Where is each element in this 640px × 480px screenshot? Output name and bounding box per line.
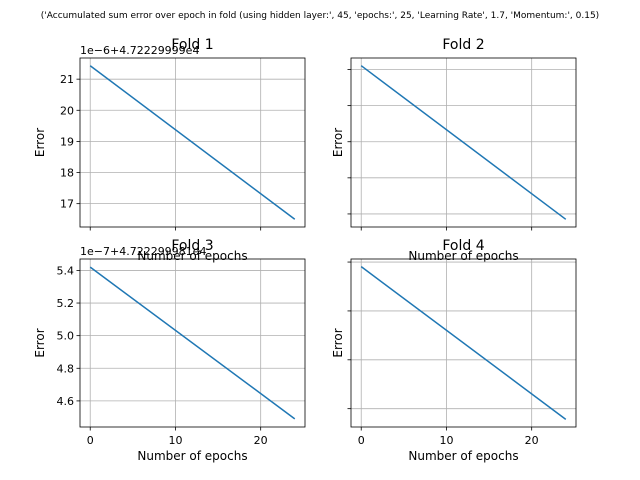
y-tick-label: 18	[60, 167, 74, 180]
x-axis-label: Number of epochs	[137, 449, 247, 463]
subplot-title: Fold 1	[171, 37, 213, 53]
subplot-title: Fold 4	[442, 238, 484, 254]
subplot-2: Fold 2 Number of epochs Error	[331, 37, 577, 263]
y-tick-label: 4.6	[57, 395, 75, 408]
axes-frame	[350, 57, 577, 228]
axes-frame	[350, 258, 577, 428]
x-tick-label: 10	[168, 434, 182, 447]
x-axis-label: Number of epochs	[408, 449, 518, 463]
y-tick-label: 5.0	[57, 330, 75, 343]
y-offset-text: 1e−7+4.722299981e4	[80, 245, 206, 258]
subplot-3: 0 10 20 4.6 4.8 5.0 5.2 5.4 Fold 31e−7+4.7222999…	[33, 238, 306, 463]
y-axis-label: Error	[331, 128, 345, 157]
y-tick-label: 4.8	[57, 362, 75, 375]
y-tick-label: 20	[60, 104, 74, 117]
x-tick-label: 0	[358, 434, 365, 447]
y-tick-label: 17	[60, 198, 74, 211]
axes-frame	[79, 258, 306, 428]
subplot-title: Fold 2	[442, 37, 484, 53]
y-axis-label: Error	[33, 128, 47, 157]
series-line	[360, 266, 567, 420]
x-tick-label: 20	[525, 434, 539, 447]
axes-frame	[79, 57, 306, 228]
series-line	[360, 65, 567, 220]
x-axis-label: Number of epochs	[408, 249, 518, 263]
figure-suptitle: ('Accumulated sum error over epoch in fo…	[41, 11, 599, 21]
x-tick-label: 20	[254, 434, 268, 447]
series-line	[89, 65, 296, 220]
subplot-title: Fold 3	[171, 238, 213, 254]
y-tick-label: 19	[60, 135, 74, 148]
x-axis-label: Number of epochs	[137, 249, 247, 263]
y-tick-label: 5.4	[57, 264, 75, 277]
y-axis-label: Error	[331, 328, 345, 357]
y-axis-label: Error	[33, 328, 47, 357]
x-tick-label: 0	[87, 434, 94, 447]
y-tick-label: 5.2	[57, 297, 75, 310]
y-tick-label: 21	[60, 73, 74, 86]
series-line	[89, 266, 296, 420]
subplot-1: 17 18 19 20 21 Fold 11e−6+4.72229999e4 Number …	[33, 37, 306, 263]
x-tick-label: 10	[439, 434, 453, 447]
y-offset-text: 1e−6+4.72229999e4	[80, 44, 199, 57]
